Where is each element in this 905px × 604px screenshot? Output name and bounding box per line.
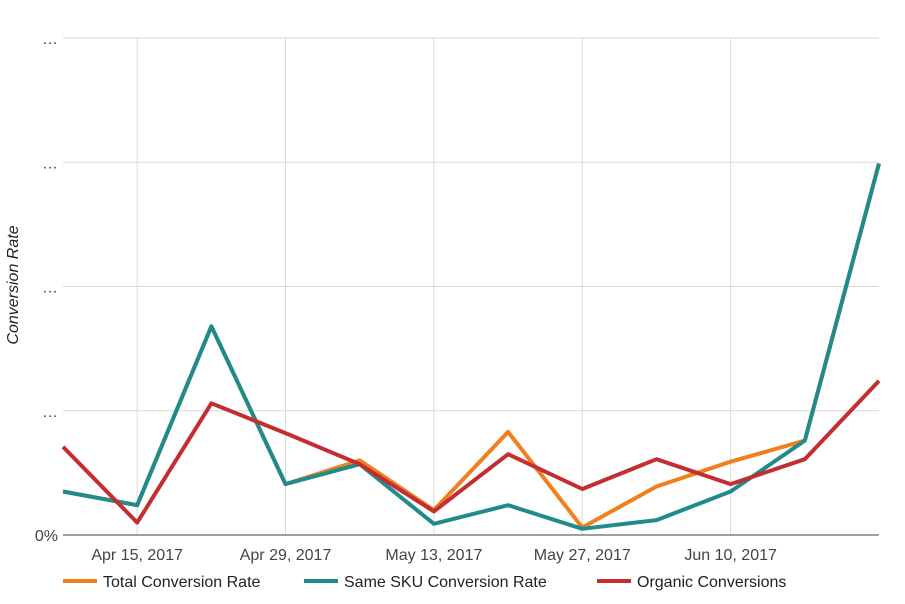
y-tick-label: …	[42, 404, 58, 421]
grid	[63, 37, 879, 535]
x-tick-label: May 27, 2017	[534, 547, 631, 564]
legend-label: Same SKU Conversion Rate	[344, 574, 547, 591]
y-tick-label: 0%	[35, 528, 58, 545]
axes: Conversion Rate 0% … … … … Apr 15, 2017 Apr 29…	[5, 31, 879, 564]
legend-item: Organic Conversions	[597, 574, 786, 591]
x-tick-label: May 13, 2017	[385, 547, 482, 564]
x-tick-label: Apr 15, 2017	[91, 547, 183, 564]
x-tick-label: Apr 29, 2017	[240, 547, 332, 564]
series-line-organic-conversions	[61, 379, 881, 525]
y-tick-label: …	[42, 155, 58, 172]
legend-item: Same SKU Conversion Rate	[304, 574, 547, 591]
y-axis-label: Conversion Rate	[5, 225, 22, 344]
legend-label: Organic Conversions	[637, 574, 786, 591]
x-tick-label: Jun 10, 2017	[684, 547, 777, 564]
y-tick-label: …	[42, 31, 58, 48]
series-lines	[61, 162, 881, 531]
series-line-same-sku-conversion-rate	[62, 162, 881, 531]
legend-label: Total Conversion Rate	[103, 574, 261, 591]
y-tick-label: …	[42, 280, 58, 297]
legend-item: Total Conversion Rate	[63, 574, 261, 591]
legend: Total Conversion Rate Same SKU Conversion…	[63, 574, 786, 591]
